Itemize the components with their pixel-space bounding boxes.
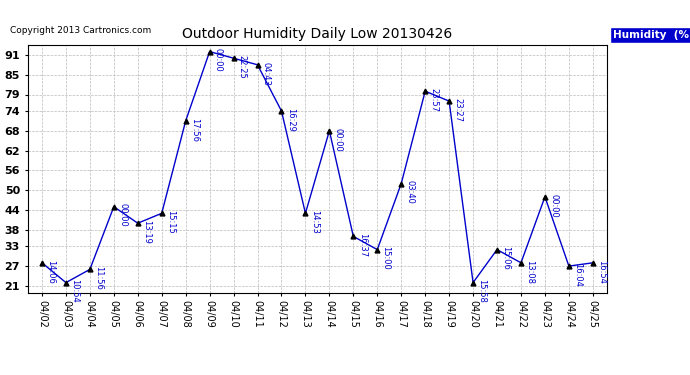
Text: 16:04: 16:04 <box>573 263 582 286</box>
Text: 13:19: 13:19 <box>142 220 151 244</box>
Text: 13:08: 13:08 <box>525 260 534 284</box>
Text: 04:43: 04:43 <box>262 62 271 86</box>
Text: 23:27: 23:27 <box>453 98 462 122</box>
Text: 03:40: 03:40 <box>406 180 415 204</box>
Text: 14:53: 14:53 <box>310 210 319 234</box>
Text: 10:54: 10:54 <box>70 279 79 303</box>
Text: Humidity  (%): Humidity (%) <box>613 30 690 40</box>
Text: 16:54: 16:54 <box>597 260 606 284</box>
Text: 11:56: 11:56 <box>94 266 104 290</box>
Text: 16:37: 16:37 <box>357 233 366 257</box>
Text: 00:00: 00:00 <box>214 48 223 72</box>
Text: Copyright 2013 Cartronics.com: Copyright 2013 Cartronics.com <box>10 26 152 35</box>
Text: 14:06: 14:06 <box>46 260 55 284</box>
Text: 15:06: 15:06 <box>502 246 511 270</box>
Title: Outdoor Humidity Daily Low 20130426: Outdoor Humidity Daily Low 20130426 <box>182 27 453 41</box>
Text: 15:15: 15:15 <box>166 210 175 234</box>
Text: 00:00: 00:00 <box>549 194 558 217</box>
Text: 00:00: 00:00 <box>118 203 127 227</box>
Text: 17:56: 17:56 <box>190 118 199 142</box>
Text: 00:00: 00:00 <box>334 128 343 151</box>
Text: 16:29: 16:29 <box>286 108 295 132</box>
Text: 23:57: 23:57 <box>429 88 438 112</box>
Text: 15:00: 15:00 <box>382 246 391 270</box>
Text: 15:58: 15:58 <box>477 279 486 303</box>
Text: 22:25: 22:25 <box>238 55 247 79</box>
